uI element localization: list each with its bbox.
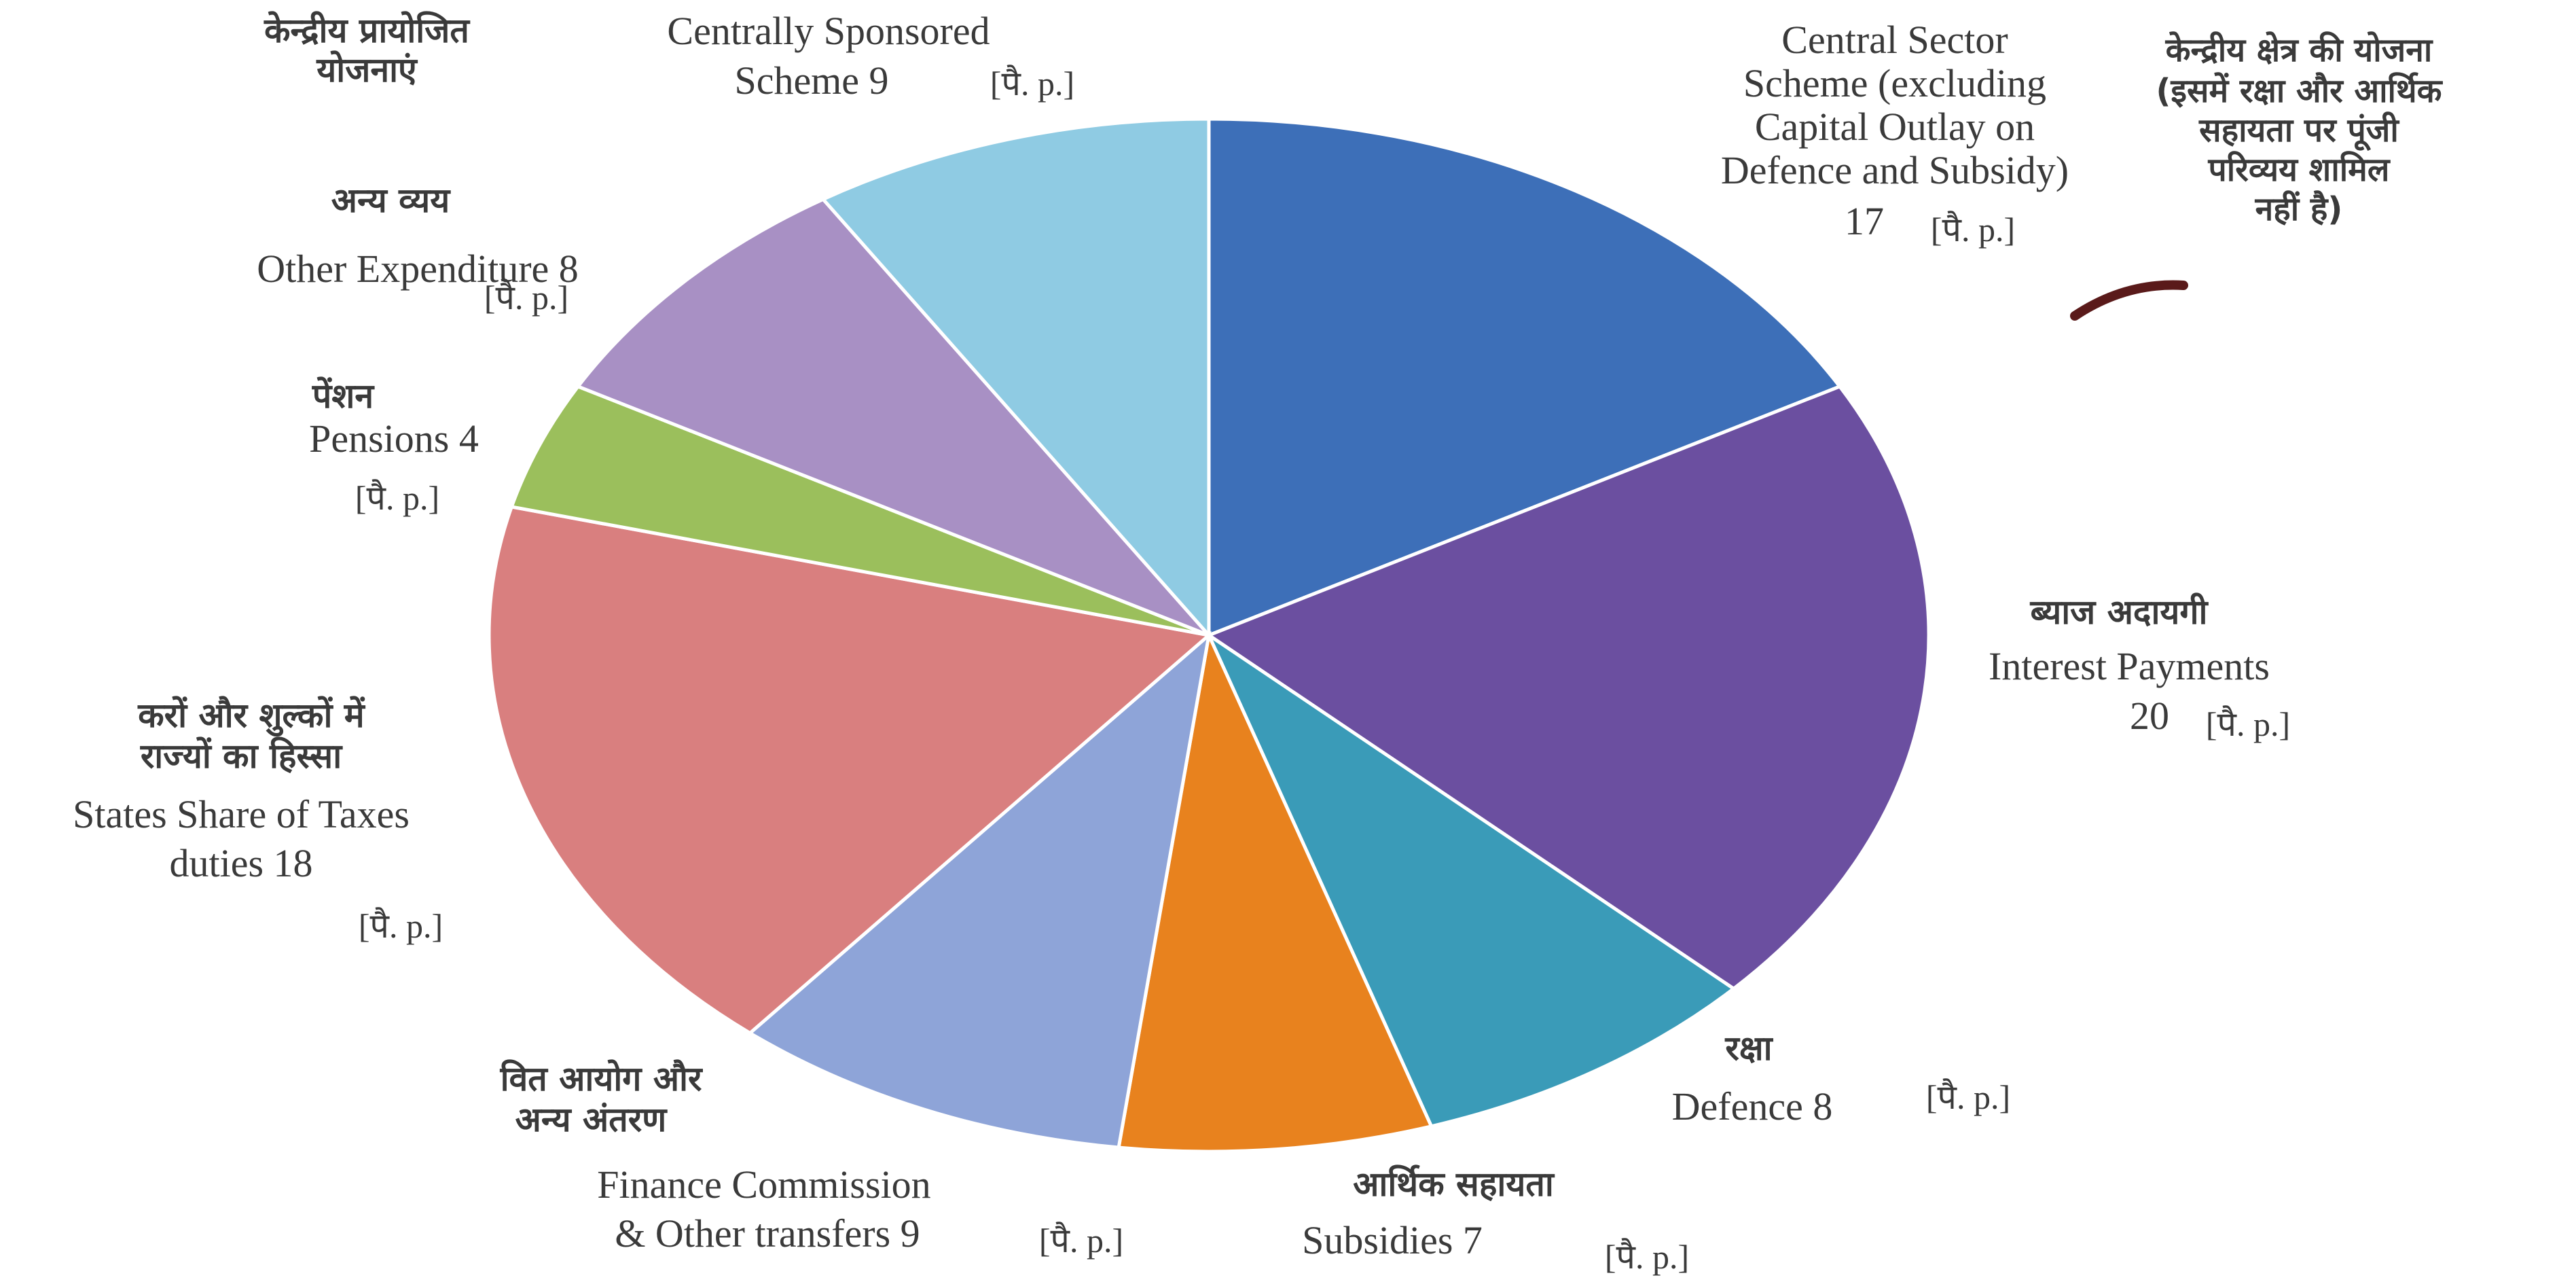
label-pension-hi: पेंशन <box>312 376 375 416</box>
label-cs-hi-2: (इसमें रक्षा और आर्थिक <box>2156 72 2443 110</box>
label-cs-hi-4: परिव्यय शामिल <box>2208 151 2391 189</box>
label-fc-unit: [पै. p.] <box>1039 1222 1123 1260</box>
label-subsidies-unit: [पै. p.] <box>1605 1238 1689 1276</box>
label-other-hi: अन्य व्यय <box>331 181 451 220</box>
label-cs-en-1: Central Sector <box>1781 18 2008 62</box>
label-interest-value: 20 <box>2130 694 2169 738</box>
annotation-stroke <box>2070 280 2188 321</box>
label-states-unit: [पै. p.] <box>359 907 443 945</box>
label-cs-en-4: Defence and Subsidy) <box>1721 148 2069 192</box>
pie-slice-5 <box>487 505 1213 1035</box>
label-fc-hi-2: अन्य अंतरण <box>515 1100 668 1139</box>
label-pension-en: Pensions 4 <box>309 416 479 461</box>
label-css-en-2: Scheme 9 <box>734 58 888 103</box>
pie-slices <box>487 117 1931 1154</box>
label-cs-unit: [पै. p.] <box>1931 211 2015 249</box>
label-cs-hi-3: सहायता पर पूंजी <box>2198 111 2399 152</box>
pie-slice-4 <box>747 630 1212 1150</box>
label-cs-value: 17 <box>1845 199 1884 243</box>
label-cs-hi-5: नहीं है) <box>2255 190 2343 228</box>
label-states-en-1: States Share of Taxes <box>73 792 410 836</box>
label-defence-hi: रक्षा <box>1724 1029 1773 1068</box>
pie-slice-0 <box>1207 117 1843 638</box>
label-css-hi-1: केन्द्रीय प्रायोजित <box>264 11 470 50</box>
pie-slice-3 <box>1117 629 1434 1154</box>
label-fc-en-1: Finance Commission <box>597 1162 930 1207</box>
label-css-en-1: Centrally Sponsored <box>667 9 990 53</box>
label-css-unit: [पै. p.] <box>990 65 1074 103</box>
pie-labels: केन्द्रीय प्रायोजित योजनाएं Centrally Sp… <box>73 9 2444 1276</box>
label-other-unit: [पै. p.] <box>484 279 568 317</box>
label-css-hi-2: योजनाएं <box>316 50 418 90</box>
label-pension-unit: [पै. p.] <box>355 479 439 517</box>
label-states-en-2: duties 18 <box>169 841 312 885</box>
pie-slice-8 <box>820 117 1211 640</box>
label-interest-unit: [पै. p.] <box>2206 705 2290 743</box>
label-subsidies-en: Subsidies 7 <box>1302 1218 1483 1262</box>
label-interest-hi: ब्याज अदायगी <box>2029 592 2209 632</box>
label-states-hi-2: राज्यों का हिस्सा <box>140 736 343 776</box>
pie-slice-7 <box>575 197 1210 637</box>
label-fc-hi-1: वित आयोग और <box>500 1059 703 1099</box>
label-defence-en: Defence 8 <box>1672 1084 1833 1128</box>
label-subsidies-hi: आर्थिक सहायता <box>1353 1164 1555 1204</box>
label-cs-hi-1: केन्द्रीय क्षेत्र की योजना <box>2165 31 2433 69</box>
label-cs-en-2: Scheme (excluding <box>1743 61 2046 105</box>
pie-slice-1 <box>1205 384 1931 991</box>
pie-slice-2 <box>1205 630 1737 1128</box>
label-fc-en-2: & Other transfers 9 <box>615 1211 920 1256</box>
label-interest-en: Interest Payments <box>1989 644 2270 688</box>
label-defence-unit: [पै. p.] <box>1926 1078 2010 1116</box>
label-states-hi-1: करों और शुल्कों में <box>137 696 366 737</box>
label-cs-en-3: Capital Outlay on <box>1755 105 2035 149</box>
label-other-en: Other Expenditure 8 <box>257 247 579 291</box>
pie-slice-6 <box>509 384 1210 637</box>
